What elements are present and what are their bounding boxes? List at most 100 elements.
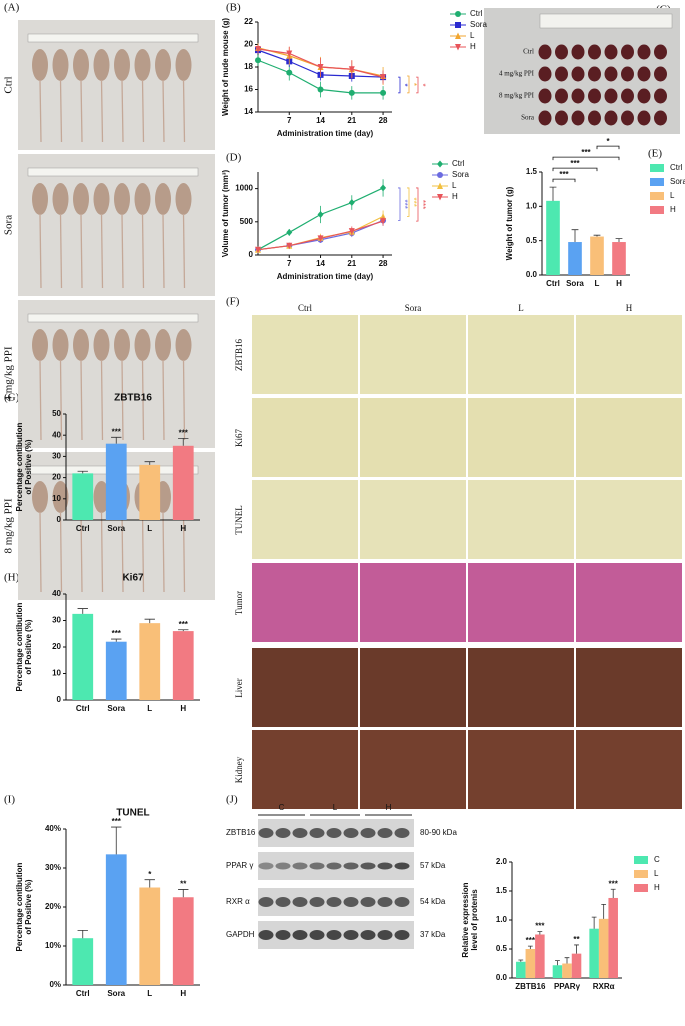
significance: *** bbox=[400, 200, 409, 209]
legend-label: Ctrl bbox=[670, 163, 683, 172]
micrograph bbox=[576, 315, 682, 394]
micrograph bbox=[360, 480, 466, 559]
mouse-tail bbox=[121, 213, 124, 289]
band bbox=[360, 828, 376, 838]
tumor bbox=[588, 110, 601, 126]
y-tick-label: 30 bbox=[52, 452, 61, 461]
mouse bbox=[52, 329, 69, 361]
ruler bbox=[27, 33, 199, 43]
mouse-tail bbox=[162, 213, 165, 289]
band bbox=[343, 930, 359, 940]
tumor bbox=[538, 88, 552, 104]
size-label: 57 kDa bbox=[420, 861, 446, 870]
mouse-tail bbox=[80, 511, 83, 593]
significance: *** bbox=[559, 170, 569, 179]
legend-label: Ctrl bbox=[470, 9, 483, 18]
y-tick-label: 18 bbox=[244, 62, 253, 71]
error-bar bbox=[111, 826, 122, 855]
y-axis-label: of Positive (%) bbox=[24, 879, 33, 934]
bracket bbox=[398, 187, 401, 221]
protein-label: ZBTB16 bbox=[226, 828, 256, 837]
x-tick-label: H bbox=[180, 989, 186, 998]
error-bar bbox=[593, 234, 601, 237]
significance: ** bbox=[180, 880, 187, 889]
y-tick-label: 0.5 bbox=[526, 236, 538, 245]
tumor bbox=[604, 44, 618, 60]
error-bar bbox=[527, 945, 533, 949]
y-tick-label: 50 bbox=[52, 409, 61, 418]
tumor bbox=[604, 88, 618, 104]
y-tick-label: 40 bbox=[52, 430, 61, 439]
y-tick-label: 40 bbox=[52, 589, 61, 598]
tumor bbox=[555, 88, 568, 104]
x-tick-label: 28 bbox=[379, 116, 388, 125]
bar bbox=[105, 641, 127, 700]
x-tick-label: Ctrl bbox=[546, 279, 560, 288]
tumor bbox=[538, 66, 552, 82]
legend-marker bbox=[437, 172, 443, 178]
micrograph bbox=[252, 315, 358, 394]
mouse bbox=[114, 329, 130, 361]
mouse-tail bbox=[162, 359, 165, 441]
bar bbox=[535, 934, 545, 978]
band bbox=[258, 862, 274, 870]
error-bar bbox=[178, 629, 189, 632]
mouse-tail bbox=[59, 213, 63, 289]
band bbox=[309, 828, 325, 838]
micrograph bbox=[576, 563, 682, 642]
band bbox=[394, 897, 410, 907]
micrograph bbox=[468, 398, 574, 477]
bar bbox=[612, 242, 626, 275]
micrograph bbox=[468, 730, 574, 809]
bar bbox=[525, 949, 536, 978]
significance: * bbox=[148, 870, 152, 879]
mouse bbox=[134, 49, 151, 81]
y-tick-label: 20 bbox=[52, 473, 61, 482]
mouse bbox=[155, 183, 171, 215]
bar bbox=[568, 242, 582, 275]
chart-title: TUNEL bbox=[116, 808, 149, 819]
protein-label: PPAR γ bbox=[226, 861, 253, 870]
photo bbox=[18, 154, 215, 296]
mouse bbox=[155, 329, 171, 361]
tumor bbox=[621, 66, 634, 82]
group-label: C bbox=[279, 803, 285, 812]
photo bbox=[18, 300, 215, 448]
tumor bbox=[538, 44, 552, 60]
band bbox=[275, 862, 291, 870]
mouse bbox=[52, 183, 69, 215]
tumor bbox=[604, 110, 618, 126]
legend-swatch bbox=[634, 856, 648, 864]
x-tick-label: H bbox=[180, 704, 186, 713]
bar bbox=[172, 897, 194, 985]
y-tick-label: 0.0 bbox=[526, 270, 538, 279]
band bbox=[258, 897, 274, 907]
marker bbox=[286, 228, 293, 236]
band bbox=[394, 862, 410, 870]
legend-label: H bbox=[654, 883, 660, 892]
y-axis-label: Percentage contibution bbox=[15, 602, 24, 691]
legend-label: L bbox=[670, 191, 675, 200]
x-tick-label: 21 bbox=[347, 116, 356, 125]
bar bbox=[552, 965, 563, 978]
y-tick-label: 0 bbox=[57, 515, 62, 524]
x-axis-label: Administration time (day) bbox=[277, 272, 374, 281]
y-tick-label: 1000 bbox=[235, 184, 253, 193]
column-label: Ctrl bbox=[298, 303, 313, 313]
tumor bbox=[637, 110, 651, 126]
y-axis-label: level of protenis bbox=[470, 889, 479, 951]
tumor bbox=[588, 66, 601, 82]
mouse-tail bbox=[59, 79, 63, 143]
bar bbox=[139, 887, 161, 985]
tumor bbox=[571, 66, 585, 82]
y-tick-label: 1.0 bbox=[496, 915, 508, 924]
legend-label: Ctrl bbox=[452, 159, 465, 168]
marker bbox=[317, 210, 324, 218]
marker bbox=[380, 184, 387, 192]
y-tick-label: 500 bbox=[240, 217, 254, 226]
row-label: TUNEL bbox=[234, 505, 244, 535]
panel-label: (I) bbox=[4, 794, 15, 806]
mouse-tail bbox=[100, 213, 104, 289]
y-tick-label: 0.0 bbox=[496, 973, 508, 982]
